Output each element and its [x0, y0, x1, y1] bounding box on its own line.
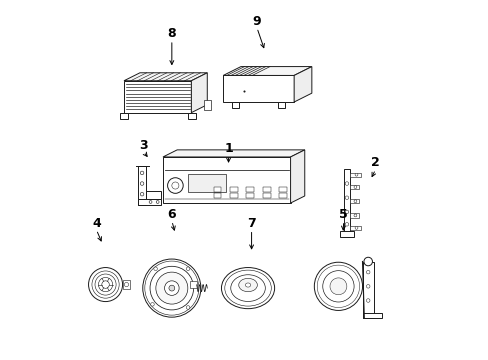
Polygon shape [290, 150, 304, 203]
Text: 1: 1 [224, 142, 232, 155]
Ellipse shape [238, 278, 257, 292]
Circle shape [142, 259, 201, 317]
Circle shape [95, 274, 116, 295]
Polygon shape [223, 76, 293, 102]
Ellipse shape [221, 267, 274, 309]
Circle shape [345, 196, 348, 199]
Text: 3: 3 [139, 139, 147, 152]
Bar [263, 187, 270, 192]
Polygon shape [138, 166, 145, 205]
Bar [279, 187, 286, 192]
Text: 4: 4 [92, 217, 101, 230]
Circle shape [354, 173, 357, 176]
Polygon shape [293, 67, 311, 102]
Polygon shape [163, 157, 290, 203]
Circle shape [140, 182, 143, 185]
Polygon shape [232, 102, 239, 108]
Bar [263, 193, 270, 198]
Circle shape [167, 178, 183, 193]
Bar [246, 187, 254, 192]
Circle shape [345, 182, 348, 185]
Circle shape [88, 267, 122, 302]
Circle shape [98, 278, 112, 292]
Text: 8: 8 [167, 27, 176, 40]
Circle shape [150, 266, 193, 310]
Circle shape [140, 192, 143, 196]
Circle shape [366, 270, 369, 274]
Bar [349, 172, 360, 177]
Circle shape [329, 278, 346, 295]
Polygon shape [362, 313, 381, 318]
Text: 2: 2 [370, 157, 379, 170]
Polygon shape [120, 113, 127, 119]
Circle shape [186, 306, 189, 309]
Circle shape [102, 281, 109, 288]
Polygon shape [124, 81, 191, 113]
Circle shape [149, 201, 152, 203]
Circle shape [353, 214, 356, 217]
Ellipse shape [230, 275, 265, 301]
Text: 5: 5 [339, 208, 347, 221]
Circle shape [314, 262, 362, 310]
Circle shape [92, 271, 119, 298]
Circle shape [317, 265, 359, 307]
Text: 9: 9 [252, 15, 261, 28]
Circle shape [164, 281, 179, 295]
Polygon shape [278, 102, 285, 108]
Circle shape [171, 182, 179, 189]
Circle shape [186, 267, 189, 270]
Bar [349, 185, 358, 189]
Bar [189, 281, 196, 288]
Circle shape [353, 186, 356, 189]
Polygon shape [343, 169, 349, 237]
Polygon shape [124, 73, 207, 81]
Bar [279, 193, 286, 198]
Circle shape [154, 267, 157, 270]
Text: 6: 6 [167, 208, 176, 221]
Bar [349, 199, 358, 203]
Bar [246, 193, 254, 198]
Circle shape [363, 257, 372, 266]
Bar [349, 213, 358, 217]
Ellipse shape [224, 270, 271, 306]
Circle shape [366, 299, 369, 302]
Ellipse shape [245, 283, 250, 287]
Polygon shape [340, 231, 354, 237]
Bar [187, 174, 225, 192]
Circle shape [124, 283, 128, 287]
Circle shape [322, 271, 353, 302]
Bar [229, 193, 237, 198]
Circle shape [366, 284, 369, 288]
Polygon shape [145, 191, 161, 199]
Circle shape [140, 171, 143, 175]
Circle shape [353, 200, 356, 203]
Text: 7: 7 [247, 217, 255, 230]
Bar [203, 100, 210, 110]
Circle shape [150, 303, 154, 306]
Circle shape [168, 285, 174, 291]
Bar [213, 187, 221, 192]
Circle shape [345, 222, 348, 226]
Bar [229, 187, 237, 192]
Circle shape [345, 210, 348, 214]
Polygon shape [187, 113, 195, 119]
Bar [122, 280, 130, 289]
Bar [213, 193, 221, 198]
Polygon shape [191, 73, 207, 113]
Bar [349, 226, 360, 230]
Polygon shape [138, 199, 161, 205]
Circle shape [144, 261, 199, 315]
Polygon shape [163, 150, 304, 157]
Circle shape [354, 226, 357, 229]
Circle shape [156, 272, 187, 304]
Polygon shape [223, 67, 311, 76]
Circle shape [156, 201, 159, 203]
Bar [362, 261, 373, 318]
